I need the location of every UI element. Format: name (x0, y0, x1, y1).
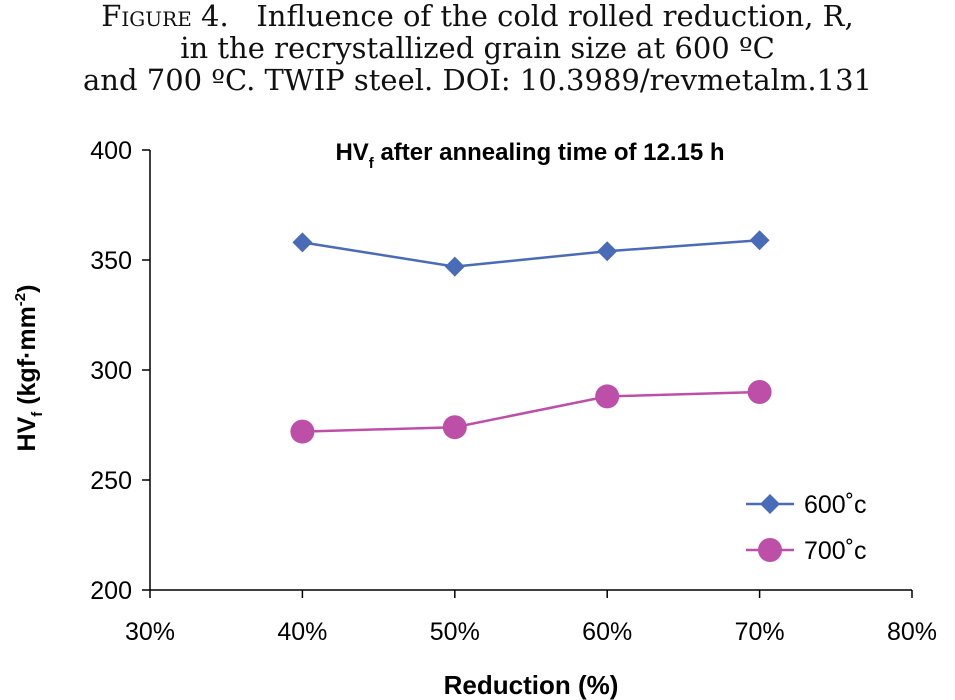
data-point (595, 384, 620, 409)
caption-line-2: in the recrystallized grain size at 600 … (180, 31, 775, 65)
chart-title-rest: after annealing time of 12.15 h (374, 139, 725, 166)
y-label-unit-sup: -2 (12, 293, 29, 306)
legend-label: 600˚c (804, 491, 867, 519)
chart-title-sub: f (369, 155, 375, 172)
x-tick-label: 80% (887, 618, 937, 646)
y-axis-label: HVf (kgf·mm-2) (12, 285, 46, 452)
data-point (444, 256, 465, 277)
data-point (749, 230, 770, 251)
x-tick-label: 60% (582, 618, 632, 646)
y-label-unit: (kgf·mm (13, 306, 41, 405)
series-b (290, 380, 772, 444)
series-a (292, 230, 770, 277)
figure-label: Figure 4. (101, 0, 229, 33)
legend-label: 700˚c (804, 537, 867, 565)
y-axis-ticks: 200 250 300 350 400 (90, 137, 150, 605)
caption-line-1: Figure 4. Influence of the cold rolled r… (0, 0, 955, 32)
legend-marker (758, 538, 782, 562)
series-layer (290, 230, 772, 444)
legend-item: 700˚c (746, 537, 867, 565)
legend-marker (760, 494, 780, 514)
y-tick-label: 200 (90, 577, 132, 605)
y-label-unit-close: ) (13, 285, 41, 293)
caption-line-3: and 700 ºC. TWIP steel. DOI: 10.3989/rev… (83, 63, 872, 97)
y-tick-label: 400 (90, 137, 132, 165)
data-point (597, 241, 618, 262)
caption-text-1: Influence of the cold rolled reduction, … (256, 0, 854, 33)
y-tick-label: 300 (90, 357, 132, 385)
y-label-sub: f (29, 411, 46, 417)
y-tick-label: 350 (90, 247, 132, 275)
x-axis-ticks: 30% 40% 50% 60% 70% 80% (125, 590, 937, 646)
data-point (442, 415, 467, 440)
data-point (747, 380, 772, 404)
legend-item: 600˚c (746, 491, 867, 519)
x-tick-label: 70% (735, 618, 785, 646)
x-tick-label: 50% (430, 618, 480, 646)
series-line (302, 238, 760, 268)
x-tick-label: 40% (277, 618, 327, 646)
chart-title: HVf after annealing time of 12.15 h (335, 139, 724, 172)
x-tick-label: 30% (125, 618, 175, 646)
chart-axes (149, 150, 912, 591)
x-axis-label: Reduction (%) (444, 670, 619, 700)
series-line (302, 390, 760, 433)
figure-caption: Figure 4. Influence of the cold rolled r… (0, 0, 955, 96)
data-point (290, 419, 315, 444)
data-point (292, 232, 313, 253)
y-tick-label: 250 (90, 467, 132, 495)
y-label-main: HV (13, 416, 41, 451)
chart-title-main: HV (335, 139, 368, 166)
chart-legend: 600˚c 700˚c (746, 491, 867, 565)
